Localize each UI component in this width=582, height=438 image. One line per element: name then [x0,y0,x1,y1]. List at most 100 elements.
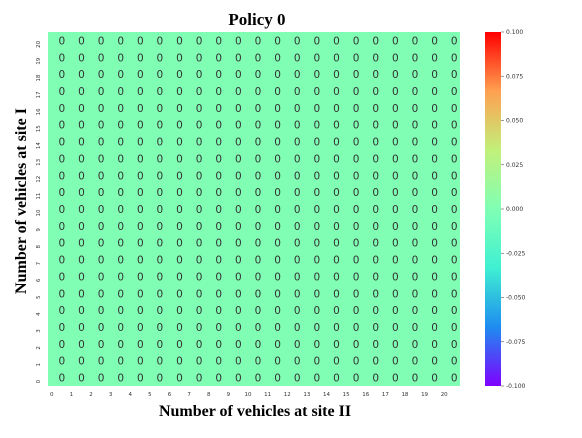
heatmap-cell-label: 0 [372,35,379,47]
heatmap-cell-label: 0 [98,187,105,199]
heatmap-cell-label: 0 [333,35,340,47]
heatmap-cell-label: 0 [451,339,458,351]
heatmap-cell-label: 0 [392,221,399,233]
heatmap-cell-label: 0 [117,221,124,233]
heatmap-cell-label: 0 [412,170,419,182]
y-tick-label: 6 [36,278,42,282]
heatmap-cell-label: 0 [137,86,144,98]
heatmap-cell-label: 0 [78,305,85,317]
y-tick-label: 11 [36,193,42,200]
heatmap-cell-label: 0 [255,288,262,300]
chart-title: Policy 0 [228,10,285,29]
heatmap-cell-label: 0 [98,35,105,47]
y-tick-label: 0 [36,379,42,383]
heatmap-cell-label: 0 [78,204,85,216]
heatmap-cell-label: 0 [353,255,360,267]
heatmap-cell-label: 0 [137,238,144,250]
heatmap-cell-label: 0 [235,69,242,81]
heatmap-cell-label: 0 [78,69,85,81]
heatmap-cell-label: 0 [58,35,65,47]
heatmap-cell-label: 0 [412,305,419,317]
heatmap-cell-label: 0 [274,35,281,47]
heatmap-cell-label: 0 [137,255,144,267]
heatmap-cell-label: 0 [314,35,321,47]
heatmap-cell-label: 0 [451,137,458,149]
heatmap-cell-label: 0 [98,322,105,334]
heatmap-cell-label: 0 [392,153,399,165]
heatmap-cell-label: 0 [196,52,203,64]
heatmap-cell-label: 0 [215,86,222,98]
heatmap-cell-label: 0 [235,35,242,47]
heatmap-cell-label: 0 [58,120,65,132]
heatmap-cell-label: 0 [215,137,222,149]
y-tick-label: 4 [36,312,42,316]
heatmap-cell-label: 0 [117,373,124,385]
heatmap-cell-label: 0 [235,86,242,98]
heatmap-cell-label: 0 [255,69,262,81]
heatmap-cell-label: 0 [137,137,144,149]
heatmap-cell-label: 0 [196,86,203,98]
heatmap-cell-label: 0 [314,153,321,165]
heatmap-cell-label: 0 [274,170,281,182]
y-tick-label: 10 [36,209,42,216]
heatmap-cell-label: 0 [176,221,183,233]
heatmap-cell-label: 0 [412,153,419,165]
heatmap-cell-label: 0 [98,69,105,81]
heatmap-cell-label: 0 [255,271,262,283]
heatmap-cell-label: 0 [372,288,379,300]
heatmap-cell-label: 0 [372,221,379,233]
heatmap-cell-label: 0 [451,373,458,385]
heatmap-cell-label: 0 [314,255,321,267]
heatmap-cell-label: 0 [255,120,262,132]
heatmap-cell-label: 0 [176,120,183,132]
heatmap-cell-label: 0 [451,322,458,334]
heatmap-cell-label: 0 [157,69,164,81]
heatmap-cell-label: 0 [255,86,262,98]
heatmap-cell-label: 0 [157,339,164,351]
heatmap-cell-label: 0 [431,356,438,368]
heatmap-cell-label: 0 [392,35,399,47]
heatmap-cell-label: 0 [255,204,262,216]
heatmap-cell-label: 0 [157,170,164,182]
heatmap-cell-label: 0 [333,103,340,115]
heatmap-cell-label: 0 [294,305,301,317]
y-tick-label: 17 [36,91,42,98]
heatmap-cell-label: 0 [412,255,419,267]
heatmap-cell-label: 0 [255,103,262,115]
heatmap-cell-label: 0 [196,271,203,283]
heatmap-cell-label: 0 [117,187,124,199]
heatmap-cell-label: 0 [431,238,438,250]
x-tick-label: 1 [70,392,74,398]
heatmap-cell-label: 0 [392,204,399,216]
heatmap-cell-label: 0 [431,153,438,165]
y-tick-label: 9 [36,228,42,232]
heatmap-cell-label: 0 [196,255,203,267]
heatmap-cell-label: 0 [274,204,281,216]
heatmap-cell-label: 0 [353,221,360,233]
y-tick-label: 19 [36,57,42,64]
heatmap-cell-label: 0 [333,255,340,267]
heatmap-cell-label: 0 [157,238,164,250]
heatmap-cell-label: 0 [196,288,203,300]
heatmap-cell-label: 0 [215,35,222,47]
heatmap-cell-label: 0 [392,69,399,81]
heatmap-cell-label: 0 [78,271,85,283]
heatmap-cell-label: 0 [314,221,321,233]
heatmap-cell-label: 0 [196,35,203,47]
heatmap-cell-label: 0 [58,255,65,267]
x-tick-label: 17 [382,392,389,398]
heatmap-cell-label: 0 [235,221,242,233]
heatmap-cell-label: 0 [294,221,301,233]
heatmap-cell-label: 0 [431,322,438,334]
heatmap-cell-label: 0 [314,238,321,250]
heatmap-cell-label: 0 [372,238,379,250]
heatmap-cell-label: 0 [314,373,321,385]
heatmap-cell-label: 0 [196,221,203,233]
heatmap-cell-label: 0 [58,238,65,250]
heatmap-cell-label: 0 [58,69,65,81]
heatmap-cell-label: 0 [451,52,458,64]
heatmap-cell-label: 0 [294,137,301,149]
y-tick-label: 13 [36,158,42,165]
